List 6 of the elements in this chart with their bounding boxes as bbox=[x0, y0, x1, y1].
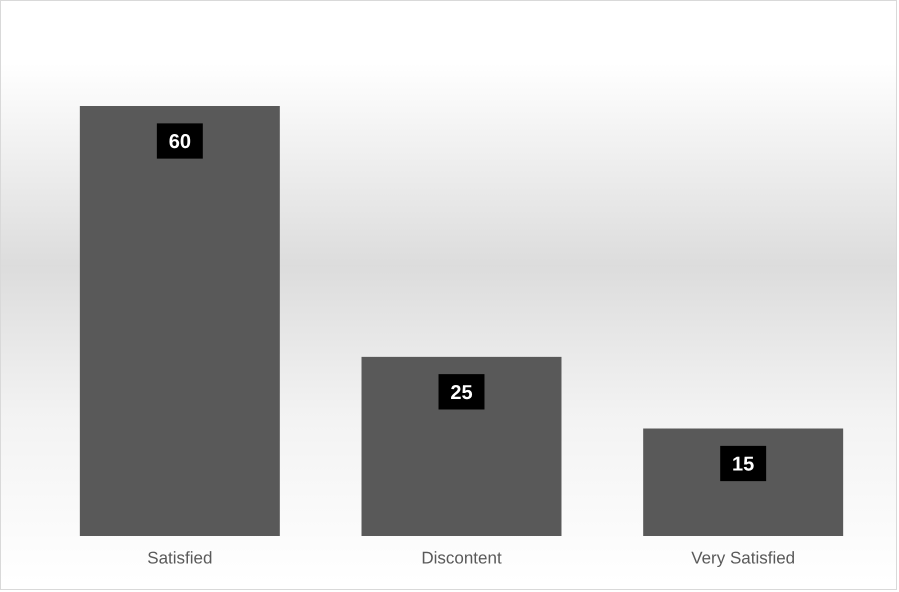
data-label: 15 bbox=[732, 454, 754, 476]
x-tick-label: Very Satisfied bbox=[691, 548, 796, 568]
data-label: 25 bbox=[450, 382, 473, 404]
x-tick-label: Discontent bbox=[421, 548, 502, 568]
data-label: 60 bbox=[168, 131, 191, 153]
x-tick-label: Satisfied bbox=[147, 548, 212, 568]
